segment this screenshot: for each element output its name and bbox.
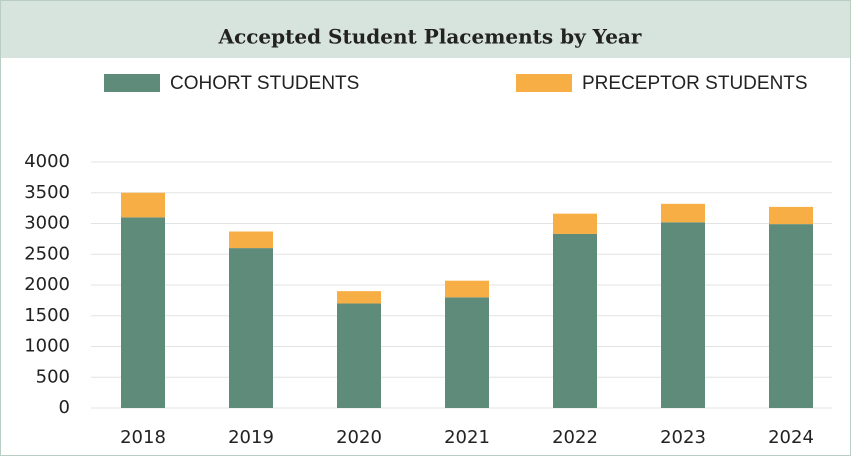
bar-segment: [337, 303, 381, 408]
x-tick-label: 2023: [660, 427, 706, 448]
bar-segment: [661, 203, 705, 223]
bar-segment: [553, 213, 597, 234]
bar-segment: [121, 192, 165, 218]
x-tick-label: 2018: [120, 427, 166, 448]
bar-segment: [769, 224, 813, 408]
legend-label: PRECEPTOR STUDENTS: [582, 73, 808, 94]
y-tick-label: 3000: [24, 213, 70, 234]
legend-swatch: [104, 74, 160, 92]
title-banner: [1, 1, 850, 58]
x-tick-label: 2020: [336, 427, 382, 448]
y-tick-label: 4000: [24, 151, 70, 172]
chart-title: Accepted Student Placements by Year: [218, 25, 642, 49]
y-tick-label: 2000: [24, 274, 70, 295]
x-tick-label: 2019: [228, 427, 274, 448]
y-tick-label: 0: [59, 397, 70, 418]
y-tick-label: 500: [36, 366, 70, 387]
legend-label: COHORT STUDENTS: [170, 73, 359, 94]
bar-segment: [229, 231, 273, 249]
y-tick-label: 2500: [24, 243, 70, 264]
bar-segment: [553, 233, 597, 408]
x-tick-label: 2021: [444, 427, 490, 448]
bar-segment: [661, 222, 705, 408]
legend-swatch: [516, 74, 572, 92]
bar-segment: [445, 280, 489, 298]
y-tick-label: 1000: [24, 336, 70, 357]
x-tick-label: 2022: [552, 427, 598, 448]
bar-segment: [769, 206, 813, 225]
bar-segment: [337, 291, 381, 304]
y-tick-label: 3500: [24, 182, 70, 203]
x-tick-label: 2024: [768, 427, 814, 448]
bar-segment: [229, 248, 273, 408]
bar-segment: [445, 297, 489, 408]
bar-segment: [121, 217, 165, 408]
y-tick-label: 1500: [24, 305, 70, 326]
